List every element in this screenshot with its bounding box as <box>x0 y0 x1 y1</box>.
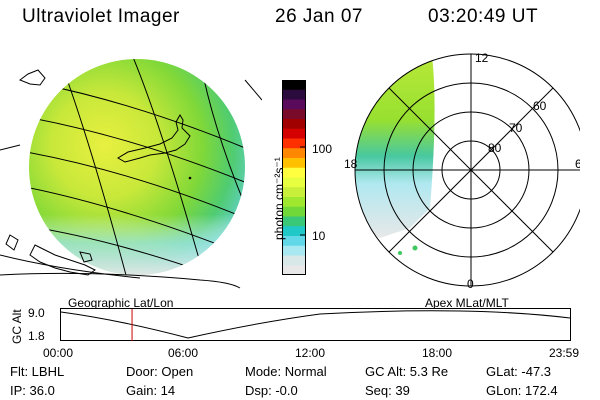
door-info: Door: Open <box>126 364 194 379</box>
colorbar-band <box>282 138 306 149</box>
colorbar-band <box>282 236 306 247</box>
colorbar-band <box>282 187 306 198</box>
ip-info: IP: 36.0 <box>10 383 55 398</box>
altitude-ytick-low: 1.8 <box>28 329 45 343</box>
coastline <box>5 69 191 276</box>
date-label: 26 Jan 07 <box>275 6 363 27</box>
colorbar-band <box>282 109 306 120</box>
mlat-label-70: 70 <box>509 121 523 135</box>
colorbar-band <box>282 119 306 130</box>
colorbar-band <box>282 216 306 227</box>
colorbar-band <box>282 197 306 208</box>
dsp-info: Dsp: -0.0 <box>245 383 298 398</box>
altitude-timeline <box>60 308 571 341</box>
colorbar-band <box>282 148 306 159</box>
colorbar-band <box>282 128 306 140</box>
geographic-image <box>0 59 262 289</box>
seq-info: Seq: 39 <box>365 383 410 398</box>
colorbar-band <box>282 167 306 179</box>
mlat-label-60: 60 <box>533 99 547 113</box>
colorbar-band <box>282 255 306 266</box>
polar-plot: 12 18 6 0 60 70 80 <box>344 51 580 291</box>
glon-info: GLon: 172.4 <box>486 383 558 398</box>
gc-alt-info: GC Alt: 5.3 Re <box>365 364 449 379</box>
mode-info: Mode: Normal <box>245 364 327 379</box>
colorbar-band <box>282 245 306 257</box>
altitude-curve <box>60 310 571 339</box>
colorbar-unit-label: photon cm⁻²s⁻¹ <box>272 157 286 240</box>
time-tick-0000: 00:00 <box>43 346 74 360</box>
gain-info: Gain: 14 <box>126 383 176 398</box>
mlt-label-18: 18 <box>344 157 358 171</box>
glat-info: GLat: -47.3 <box>486 364 552 379</box>
mlt-label-6: 6 <box>575 157 580 171</box>
time-label: 03:20:49 UT <box>428 6 539 27</box>
colorbar-band <box>282 89 306 101</box>
colorbar-band <box>282 158 306 169</box>
color-bar <box>282 80 306 275</box>
colorbar-tick-100: 100 <box>312 142 333 156</box>
filter-info: Flt: LBHL <box>10 364 65 379</box>
altitude-axis-label: GC Alt <box>10 309 24 344</box>
instrument-title: Ultraviolet Imager <box>22 6 180 27</box>
colorbar-band <box>282 80 306 91</box>
mlt-label-0: 0 <box>467 277 474 291</box>
time-tick-1200: 12:00 <box>295 346 326 360</box>
colorbar-band <box>282 177 306 188</box>
colorbar-band <box>282 265 306 275</box>
mlat-label-80: 80 <box>488 141 502 155</box>
colorbar-band <box>282 99 306 110</box>
time-tick-0600: 06:00 <box>168 346 199 360</box>
colorbar-band <box>282 206 306 218</box>
polar-coordinate-label: Apex MLat/MLT <box>425 296 509 310</box>
time-tick-1800: 18:00 <box>422 346 453 360</box>
colorbar-band <box>282 226 306 237</box>
map-projection-label: Geographic Lat/Lon <box>68 296 174 310</box>
altitude-ytick-high: 9.0 <box>28 306 45 320</box>
colorbar-tick-10: 10 <box>312 229 326 243</box>
time-tick-2359: 23:59 <box>549 346 580 360</box>
mlt-label-12: 12 <box>475 51 489 65</box>
disk-shading <box>29 59 245 275</box>
